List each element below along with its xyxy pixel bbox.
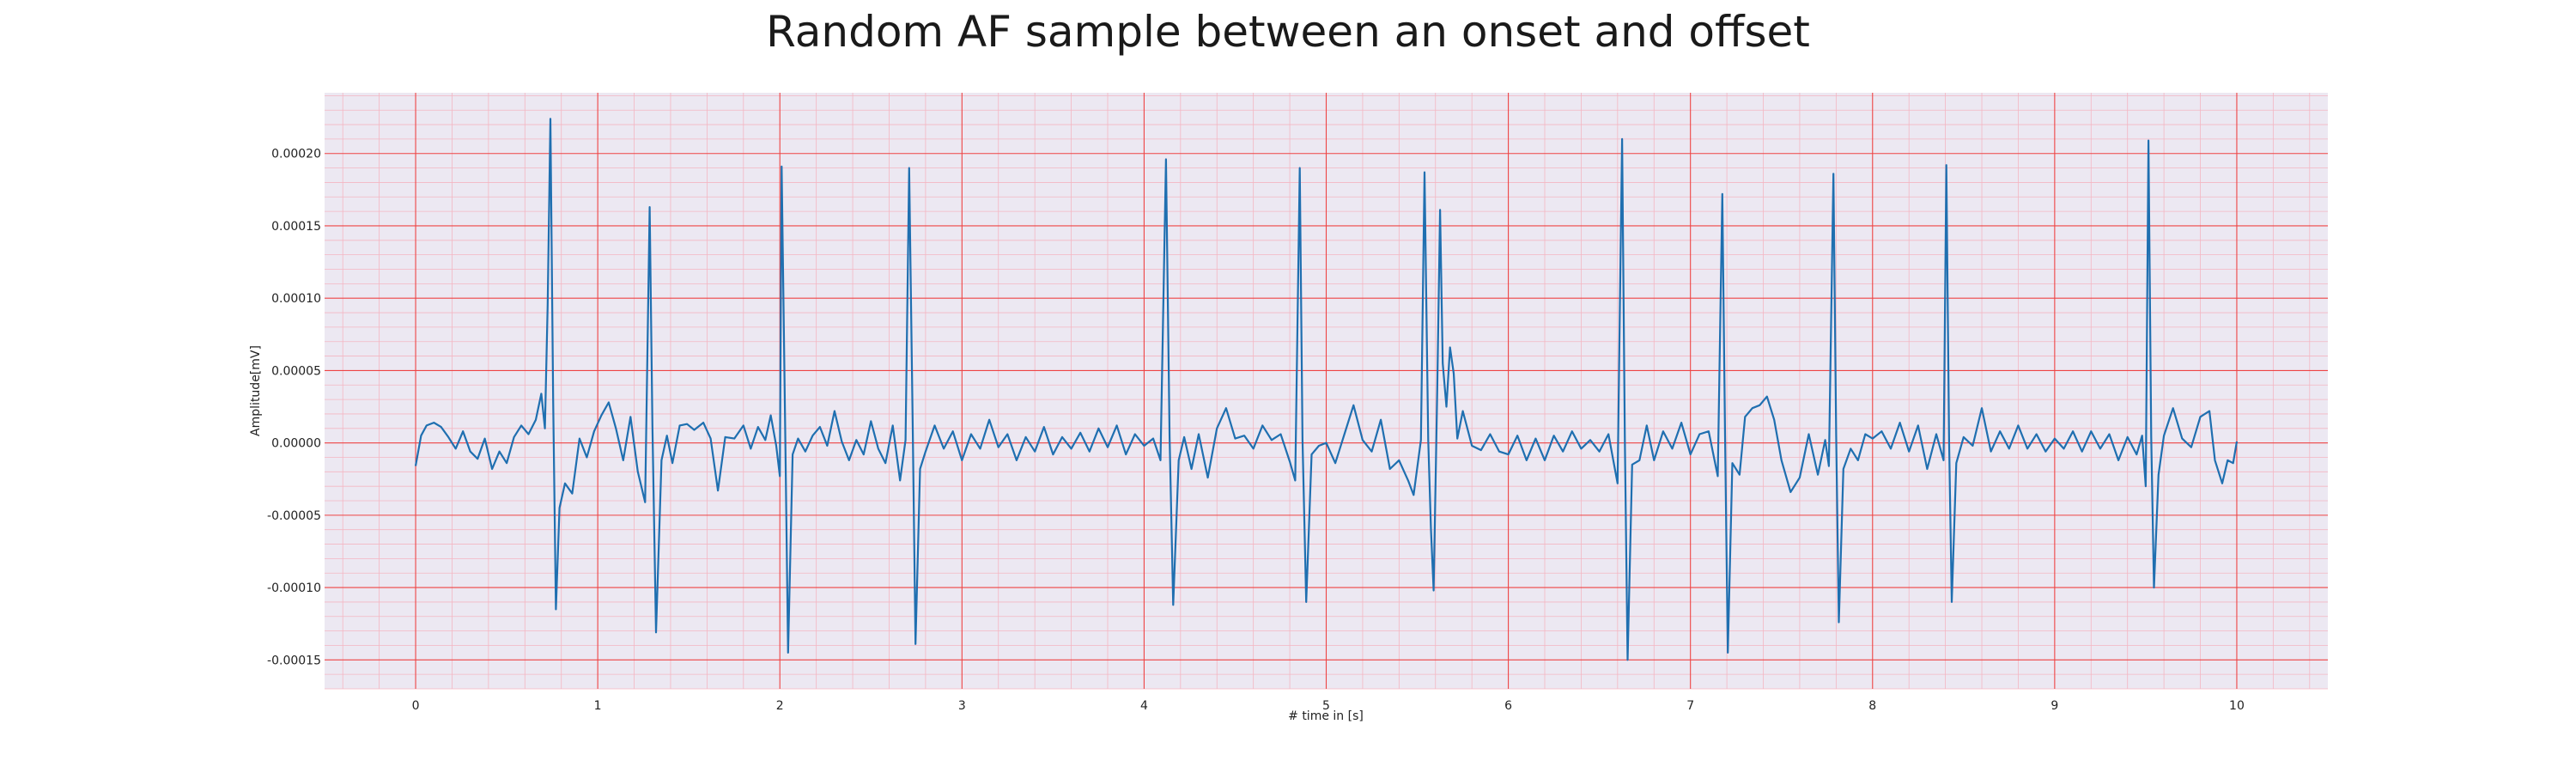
y-axis-label: Amplitude[mV] [249, 345, 263, 436]
x-tick-label: 4 [1140, 699, 1148, 713]
x-axis-ticks: 0 1 2 3 4 5 6 7 8 9 10 [412, 699, 2245, 713]
y-tick-label: 0.00000 [271, 437, 321, 451]
y-tick-label: 0.00005 [271, 364, 321, 378]
y-tick-label: 0.00015 [271, 220, 321, 234]
x-tick-label: 1 [594, 699, 602, 713]
series-layer [414, 118, 2239, 661]
x-tick-label: 3 [958, 699, 966, 713]
x-tick-label: 8 [1868, 699, 1876, 713]
x-axis-label: # time in [s] [1288, 709, 1364, 723]
ecg-signal-line [414, 118, 2239, 661]
x-tick-label: 6 [1504, 699, 1512, 713]
y-tick-label: -0.00015 [267, 654, 321, 667]
x-tick-label: 10 [2229, 699, 2245, 713]
x-tick-label: 7 [1686, 699, 1694, 713]
y-tick-label: 0.00020 [271, 148, 321, 161]
y-tick-label: -0.00010 [267, 581, 321, 595]
x-tick-label: 2 [776, 699, 784, 713]
x-tick-label: 9 [2050, 699, 2058, 713]
y-tick-label: -0.00005 [267, 509, 321, 523]
y-tick-label: 0.00010 [271, 292, 321, 306]
x-tick-label: 5 [1322, 699, 1330, 713]
x-tick-label: 0 [412, 699, 420, 713]
chart-title: Random AF sample between an onset and of… [766, 7, 1810, 57]
y-axis-ticks: 0.00020 0.00015 0.00010 0.00005 0.00000 -0.00… [267, 148, 321, 668]
